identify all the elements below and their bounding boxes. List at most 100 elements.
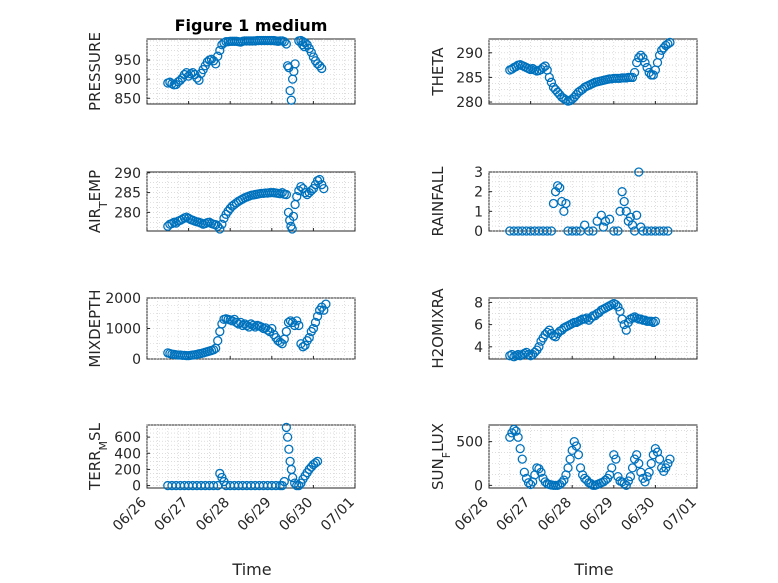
data-point bbox=[555, 183, 565, 193]
data-point bbox=[627, 220, 638, 230]
y-axis-label: TERRMSL bbox=[86, 422, 110, 491]
y-axis-label: SUNFLUX bbox=[429, 423, 453, 490]
data-point bbox=[654, 50, 665, 60]
data-point bbox=[561, 198, 571, 209]
x-tick-label: 06/29 bbox=[235, 495, 275, 535]
x-tick-label: 06/27 bbox=[494, 495, 534, 535]
x-tick-label: 06/29 bbox=[577, 495, 617, 535]
y-tick-label: 0 bbox=[474, 224, 483, 240]
data-point bbox=[552, 181, 563, 191]
x-tick-label: 07/01 bbox=[318, 495, 358, 535]
data-point bbox=[604, 214, 615, 224]
data-point bbox=[517, 454, 527, 464]
data-point bbox=[623, 476, 634, 486]
data-point bbox=[536, 467, 546, 477]
y-tick-label: 400 bbox=[114, 446, 141, 462]
subplot-theta: 280 285 290 bbox=[456, 37, 698, 111]
data-point bbox=[644, 467, 654, 477]
y-axis-label: PRESSURE bbox=[86, 32, 104, 111]
data-point bbox=[542, 226, 552, 236]
data-point bbox=[646, 458, 656, 469]
data-point bbox=[279, 37, 289, 47]
y-tick-label: 950 bbox=[114, 53, 141, 69]
data-point bbox=[298, 342, 308, 352]
data-point bbox=[215, 224, 225, 234]
data-point bbox=[208, 480, 219, 491]
data-point bbox=[297, 40, 308, 50]
data-point bbox=[663, 226, 673, 236]
y-axis-label: AIRTEMP bbox=[86, 170, 110, 233]
data-point bbox=[629, 67, 640, 78]
data-point bbox=[654, 454, 665, 464]
x-axis-label-right: Time bbox=[573, 560, 613, 579]
data-point bbox=[534, 342, 544, 352]
y-tick-label: 200 bbox=[114, 462, 141, 478]
data-point bbox=[285, 85, 295, 96]
data-point bbox=[208, 345, 219, 355]
data-point bbox=[515, 443, 525, 454]
data-point bbox=[571, 226, 582, 236]
y-axis-label: THETA bbox=[429, 47, 447, 97]
data-point bbox=[281, 326, 292, 337]
y-axis-label: MIXDEPTH bbox=[86, 289, 104, 367]
data-point bbox=[213, 51, 223, 61]
data-point bbox=[290, 59, 300, 69]
data-point bbox=[267, 323, 277, 334]
data-point bbox=[563, 463, 573, 473]
y-tick-label: 0 bbox=[132, 352, 141, 368]
data-point bbox=[634, 167, 644, 177]
y-tick-label: 290 bbox=[456, 46, 483, 62]
data-point bbox=[287, 472, 298, 483]
subplot-rainfall: 0 1 2 3 bbox=[474, 165, 698, 240]
data-point bbox=[525, 479, 536, 490]
data-point bbox=[290, 320, 300, 331]
data-point bbox=[611, 300, 621, 310]
data-point bbox=[292, 191, 302, 202]
data-point bbox=[582, 313, 592, 323]
data-point bbox=[310, 458, 321, 468]
y-tick-label: 1000 bbox=[105, 322, 141, 338]
y-tick-label: 280 bbox=[456, 95, 483, 111]
data-point bbox=[613, 302, 623, 312]
data-point bbox=[279, 476, 289, 487]
data-point bbox=[636, 50, 646, 60]
data-point bbox=[217, 219, 227, 229]
x-tick-label: 06/30 bbox=[276, 495, 316, 535]
data-point bbox=[281, 39, 292, 49]
y-tick-label: 900 bbox=[114, 72, 141, 88]
y-axis-label: RAINFALL bbox=[429, 166, 447, 237]
y-tick-label: 0 bbox=[474, 478, 483, 494]
y-tick-label: 0 bbox=[132, 479, 141, 495]
data-point bbox=[638, 53, 648, 63]
x-tick-label: 06/30 bbox=[618, 495, 658, 535]
data-point bbox=[613, 226, 623, 236]
data-point bbox=[565, 454, 575, 464]
data-point bbox=[648, 70, 658, 80]
data-point bbox=[215, 45, 225, 56]
data-point bbox=[607, 463, 617, 473]
data-point bbox=[615, 206, 625, 216]
x-tick-label: 06/28 bbox=[535, 495, 575, 535]
data-point bbox=[632, 450, 642, 460]
data-point bbox=[319, 183, 329, 194]
data-point bbox=[640, 477, 650, 487]
y-tick-label: 2 bbox=[474, 185, 483, 201]
data-point bbox=[312, 456, 323, 466]
data-point bbox=[627, 463, 638, 473]
data-point bbox=[300, 187, 310, 198]
figure-title: Figure 1 medium bbox=[175, 16, 328, 35]
data-point bbox=[321, 299, 331, 309]
x-tick-label: 06/26 bbox=[452, 494, 492, 534]
data-point bbox=[271, 480, 281, 491]
data-point bbox=[186, 69, 196, 79]
data-point bbox=[571, 441, 582, 451]
data-point bbox=[262, 325, 273, 335]
data-point bbox=[300, 340, 310, 350]
data-point bbox=[621, 480, 631, 491]
data-point bbox=[509, 424, 519, 435]
data-point bbox=[292, 316, 302, 326]
data-point bbox=[167, 79, 177, 89]
data-point bbox=[319, 305, 329, 315]
y-tick-label: 290 bbox=[114, 166, 141, 182]
